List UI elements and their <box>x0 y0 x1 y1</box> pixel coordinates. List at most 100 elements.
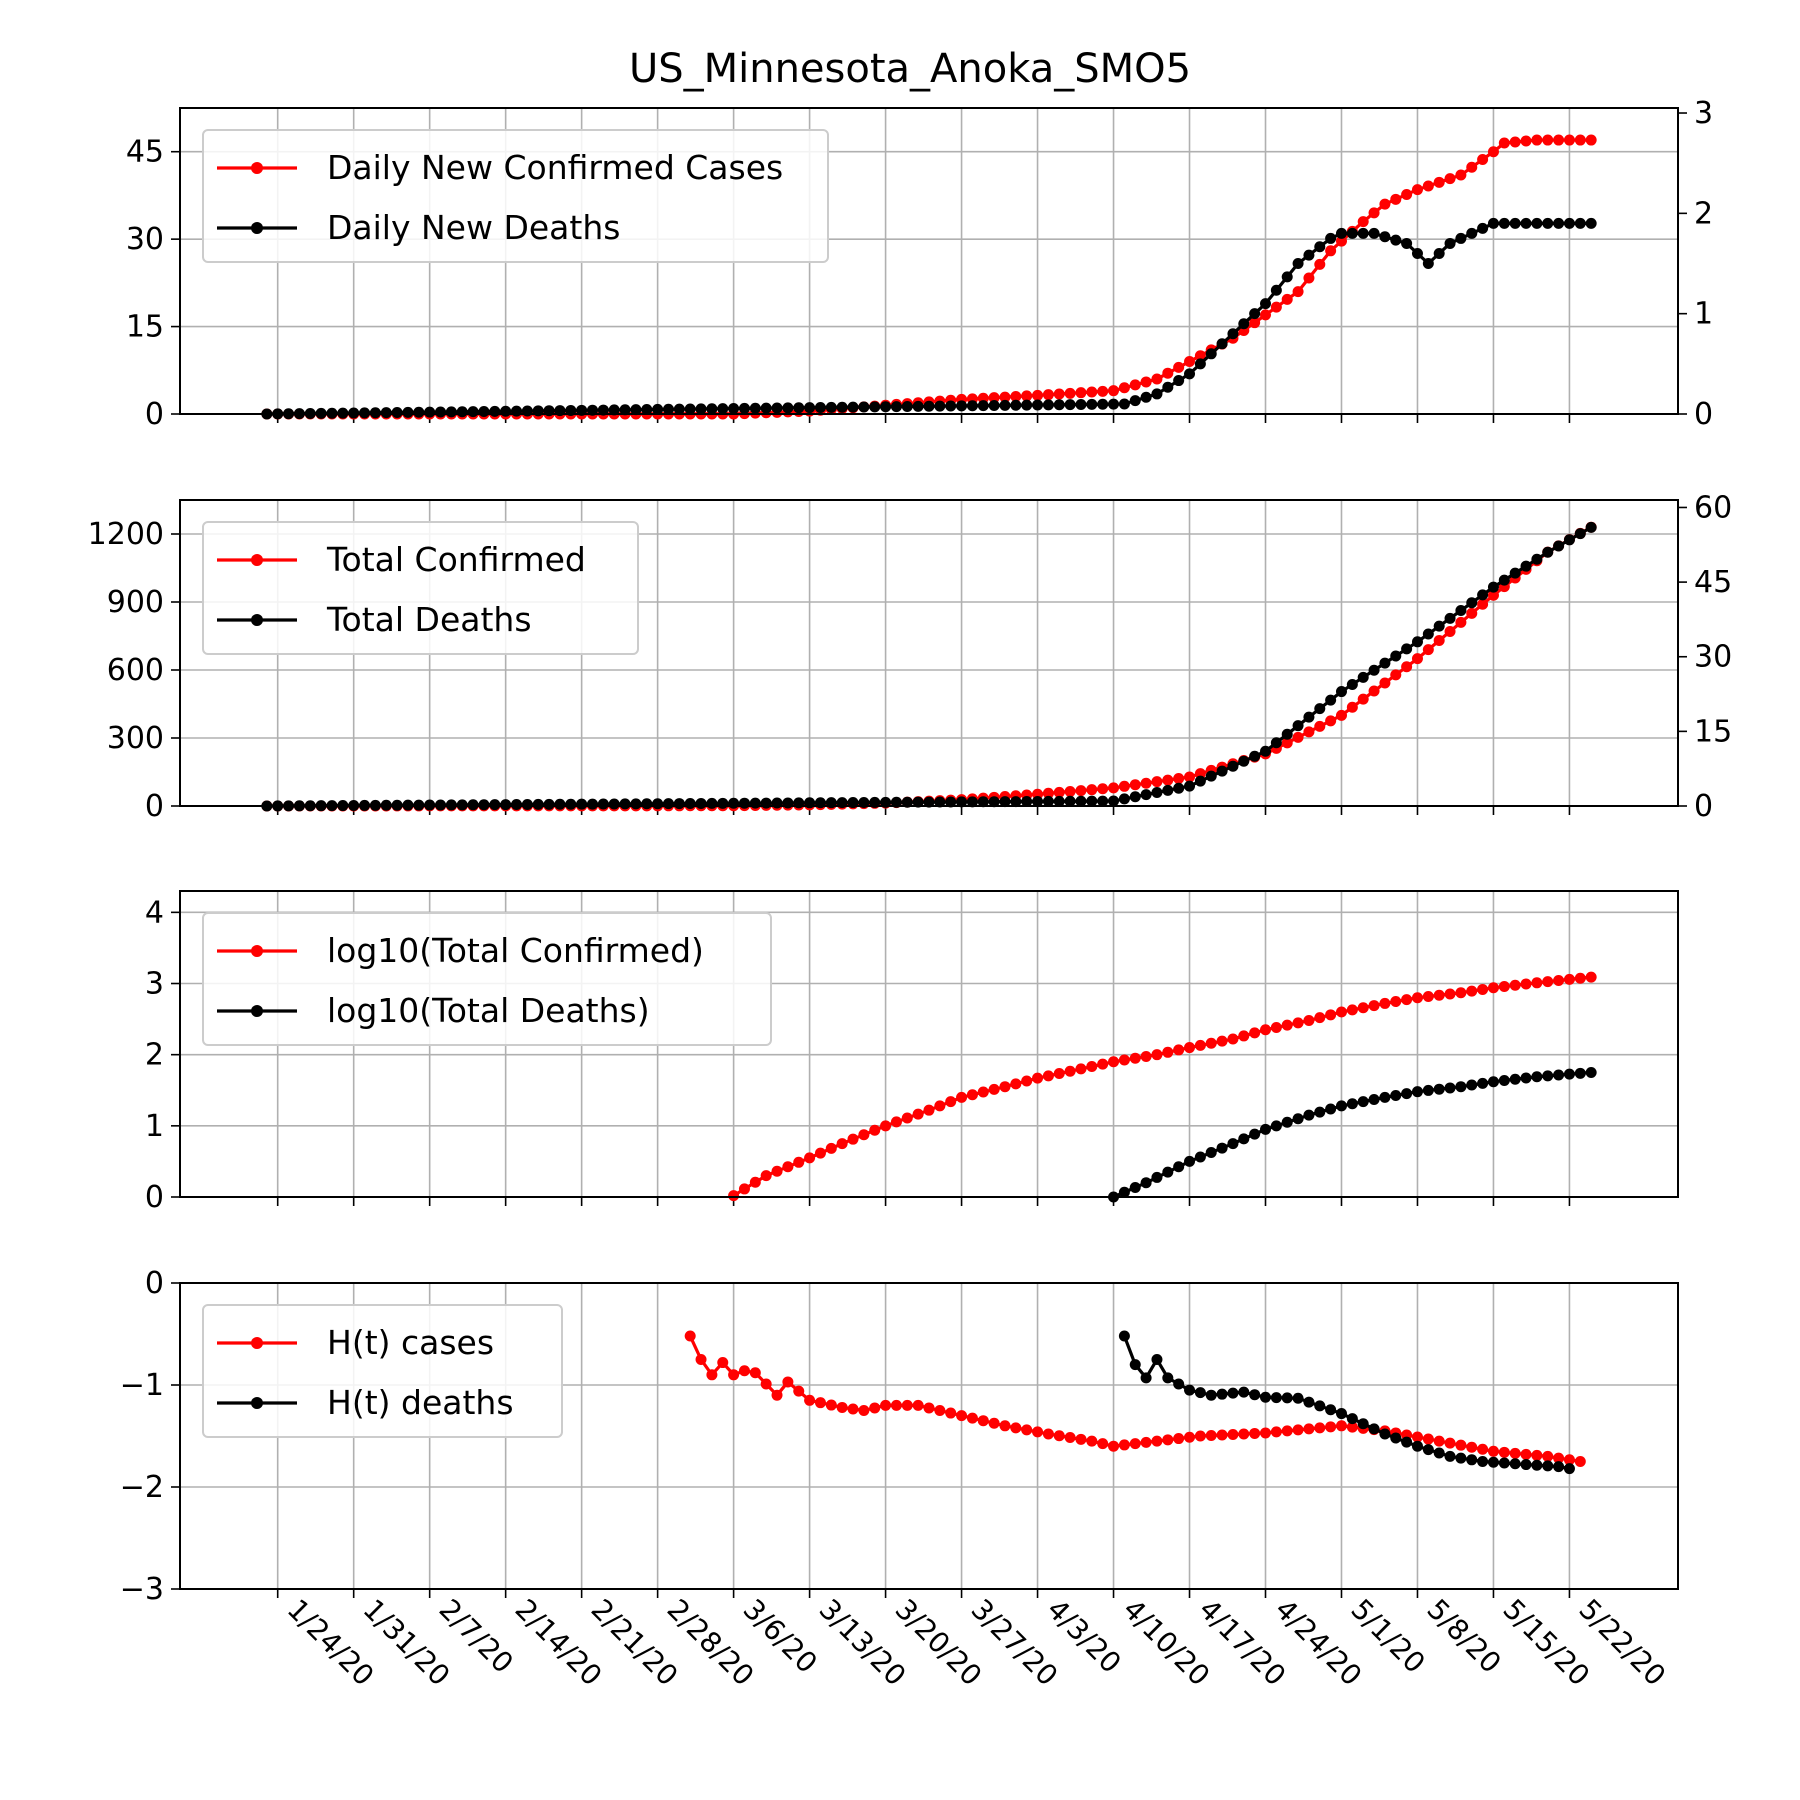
data-point <box>1238 1133 1250 1145</box>
data-point <box>1325 1103 1337 1115</box>
data-point <box>1455 605 1467 617</box>
data-point <box>1194 1430 1206 1442</box>
data-point <box>1325 232 1337 244</box>
data-point <box>1129 1182 1141 1194</box>
data-point <box>1314 1400 1326 1412</box>
data-point <box>1086 1435 1098 1447</box>
data-point <box>1411 992 1423 1004</box>
chart-panel-3: 0 1 2 3 4 log10(Total Confirmed) log10(Total D… <box>145 890 1679 1215</box>
data-point <box>1173 375 1185 387</box>
data-point <box>1184 780 1196 792</box>
data-point <box>1021 390 1033 402</box>
y-tick-label: −1 <box>120 1368 164 1403</box>
data-point <box>424 406 436 418</box>
data-point <box>804 1394 816 1406</box>
data-point <box>1292 258 1304 270</box>
data-point <box>1466 985 1478 997</box>
data-point <box>1325 1421 1337 1433</box>
data-point <box>890 1116 902 1128</box>
data-point <box>1401 994 1413 1006</box>
data-point <box>1498 981 1510 993</box>
data-point <box>1379 657 1391 669</box>
data-point <box>1585 521 1597 533</box>
data-point <box>1379 677 1391 689</box>
data-point <box>728 1190 740 1202</box>
series-deaths <box>1118 1330 1575 1475</box>
data-point <box>1140 1436 1152 1448</box>
data-point <box>1162 381 1174 393</box>
data-point <box>945 796 957 808</box>
legend-label: log10(Total Deaths) <box>327 991 650 1030</box>
data-point <box>1227 1138 1239 1150</box>
plot-frame <box>179 1282 1679 1590</box>
data-point <box>1585 217 1597 229</box>
data-point <box>1509 1458 1521 1470</box>
data-point <box>1357 1096 1369 1108</box>
data-point <box>1531 134 1543 146</box>
data-point <box>1162 784 1174 796</box>
data-point <box>1064 1065 1076 1077</box>
data-point <box>478 799 490 811</box>
data-point <box>1097 783 1109 795</box>
data-point <box>1021 399 1033 411</box>
data-point <box>1249 317 1261 329</box>
data-point <box>901 401 913 413</box>
data-point <box>1086 386 1098 398</box>
data-point <box>1379 231 1391 243</box>
data-point <box>1314 720 1326 732</box>
y2-tick-label: 3 <box>1694 96 1713 131</box>
data-point <box>1032 399 1044 411</box>
data-point <box>521 798 533 810</box>
data-point <box>673 798 685 810</box>
data-point <box>1173 773 1185 785</box>
y-tick-label: 600 <box>107 653 164 688</box>
data-point <box>1162 367 1174 379</box>
data-point <box>1173 361 1185 373</box>
data-point <box>1042 389 1054 401</box>
data-point <box>1227 760 1239 772</box>
data-point <box>988 1083 1000 1095</box>
y-tick-label: 1200 <box>88 517 164 552</box>
data-point <box>1520 135 1532 147</box>
data-point <box>1422 990 1434 1002</box>
data-point <box>1390 1432 1402 1444</box>
data-point <box>782 1161 794 1173</box>
data-point <box>1042 1428 1054 1440</box>
data-point <box>1184 1431 1196 1443</box>
data-point <box>1498 574 1510 586</box>
data-point <box>977 400 989 412</box>
data-point <box>1162 774 1174 786</box>
data-point <box>543 798 555 810</box>
data-point <box>880 401 892 413</box>
data-point <box>673 403 685 415</box>
data-point <box>1303 1396 1315 1408</box>
y-tick-label: 4 <box>145 895 164 930</box>
data-point <box>1509 136 1521 148</box>
data-point <box>1194 1387 1206 1399</box>
data-point <box>1520 217 1532 229</box>
data-point <box>1129 779 1141 791</box>
data-point <box>1542 1450 1554 1462</box>
data-point <box>456 406 468 418</box>
data-point <box>1205 1037 1217 1049</box>
data-point <box>435 406 447 418</box>
data-point <box>956 1091 968 1103</box>
data-point <box>413 406 425 418</box>
data-point <box>1129 379 1141 391</box>
data-point <box>1118 1054 1130 1066</box>
data-point <box>1140 376 1152 388</box>
data-point <box>1411 1440 1423 1452</box>
data-point <box>814 1147 826 1159</box>
data-point <box>402 406 414 418</box>
data-point <box>1542 134 1554 146</box>
legend-label: Total Confirmed <box>326 540 586 579</box>
data-point <box>1422 1433 1434 1445</box>
data-point <box>934 1405 946 1416</box>
data-point <box>1422 1084 1434 1096</box>
data-point <box>1444 612 1456 624</box>
data-point <box>1086 398 1098 410</box>
data-point <box>1270 284 1282 296</box>
data-point <box>760 402 772 414</box>
data-point <box>1357 227 1369 239</box>
